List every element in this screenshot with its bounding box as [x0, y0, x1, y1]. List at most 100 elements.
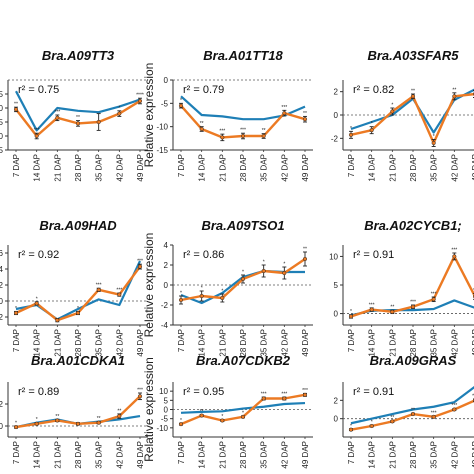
y-tick-label: 0 [334, 310, 339, 319]
significance-label: * [371, 121, 373, 127]
y-tick-label: 25 [0, 146, 4, 155]
x-tick-label: 49 DAP [471, 441, 474, 469]
data-point [137, 394, 143, 399]
significance-label: *** [34, 128, 40, 134]
x-tick-label: 21 DAP [218, 329, 227, 357]
x-tick-label: 42 DAP [450, 441, 459, 469]
panel-title: Bra.A09GRAS [370, 353, 457, 368]
significance-label: ** [452, 87, 456, 93]
r-squared-label: r² = 0.75 [18, 84, 59, 96]
y-tick-label: 0 [0, 297, 4, 306]
y-tick-label: 10 [329, 252, 338, 261]
panel-title: Bra.A03SFAR5 [367, 48, 459, 63]
data-point [261, 133, 266, 139]
x-tick-label: 21 DAP [388, 329, 397, 357]
y-tick-label: -4 [161, 321, 169, 330]
data-point [369, 423, 374, 429]
y-tick-label: -15 [156, 146, 168, 155]
x-tick-label: 7 DAP [347, 329, 356, 352]
y-tick-label: 6 [0, 249, 4, 258]
data-point [178, 103, 184, 108]
y-tick-label: 2 [334, 88, 339, 97]
significance-label: * [433, 134, 435, 140]
significance-label: ** [14, 102, 18, 108]
data-point [137, 98, 143, 104]
x-tick-label: 21 DAP [388, 154, 397, 182]
series-line-2 [350, 92, 474, 145]
r-squared-label: r² = 0.89 [18, 386, 59, 398]
data-point [452, 94, 457, 99]
data-point [452, 254, 457, 259]
x-tick-label: 49 DAP [301, 154, 310, 182]
significance-label: *** [451, 403, 457, 409]
significance-label: *** [54, 110, 60, 116]
y-tick-label: -2 [161, 301, 169, 310]
y-tick-label: 10 [159, 387, 168, 396]
x-tick-label: 14 DAP [33, 154, 42, 182]
y-tick-label: -10 [156, 123, 168, 132]
data-point [282, 270, 287, 276]
significance-label: * [283, 262, 285, 268]
x-tick-label: 21 DAP [53, 441, 62, 469]
y-tick-label: 0 [0, 422, 4, 431]
y-tick-label: 0 [334, 415, 339, 424]
x-tick-label: 49 DAP [136, 329, 145, 357]
x-tick-label: 49 DAP [471, 154, 474, 182]
data-point [348, 132, 354, 137]
panel-title: Bra.A09TT3 [42, 48, 115, 63]
significance-label: * [221, 289, 223, 295]
significance-label: * [391, 103, 393, 109]
x-tick-label: 7 DAP [347, 154, 356, 177]
x-tick-label: 28 DAP [74, 154, 83, 182]
panel-title: Bra.A09TSO1 [201, 218, 284, 233]
x-tick-label: 14 DAP [198, 154, 207, 182]
data-point [178, 422, 184, 427]
x-tick-label: 28 DAP [239, 329, 248, 357]
x-tick-label: 42 DAP [115, 154, 124, 182]
data-point [240, 276, 246, 282]
y-tick-label: 5 [0, 90, 4, 99]
significance-label: *** [281, 392, 287, 398]
significance-label: ** [303, 111, 307, 117]
x-tick-label: 28 DAP [409, 441, 418, 469]
data-point [75, 310, 81, 316]
x-tick-label: 35 DAP [430, 154, 439, 182]
x-tick-label: 14 DAP [368, 329, 377, 357]
y-tick-label: 2 [164, 261, 169, 270]
x-tick-label: 7 DAP [12, 329, 21, 352]
r-squared-label: r² = 0.82 [353, 84, 394, 96]
r-squared-label: r² = 0.86 [183, 249, 224, 261]
x-tick-label: 42 DAP [280, 154, 289, 182]
data-point [55, 418, 60, 423]
data-point [348, 314, 354, 319]
panel-title: Bra.A02CYCB1; [364, 218, 462, 233]
x-tick-label: 49 DAP [136, 441, 145, 469]
data-point [431, 140, 436, 146]
significance-label: ** [200, 409, 204, 415]
data-point [410, 94, 416, 99]
chart-panel: Bra.A01CDKA1 2 0 7 DAP 14 DAP 21 DAP 28 DAP 35 … [0, 353, 148, 469]
y-tick-label: -10 [156, 424, 168, 433]
y-tick-label: 0 [164, 281, 169, 290]
significance-label: *** [137, 388, 143, 394]
data-point [410, 412, 416, 417]
y-tick-label: -2 [331, 134, 339, 143]
x-tick-label: 42 DAP [115, 329, 124, 357]
significance-label: *** [281, 105, 287, 111]
significance-label: *** [240, 128, 246, 134]
y-tick-label: 2 [0, 400, 4, 409]
y-tick-label: -5 [161, 99, 169, 108]
y-tick-label: -2 [0, 313, 4, 322]
y-tick-label: 4 [164, 241, 169, 250]
data-point [137, 264, 143, 269]
data-point [34, 301, 39, 306]
y-tick-label: 0 [164, 406, 169, 415]
significance-label: * [15, 306, 17, 312]
significance-label: *** [137, 259, 143, 265]
x-tick-label: 42 DAP [280, 441, 289, 469]
x-tick-label: 28 DAP [74, 441, 83, 469]
panel-title: Bra.A07CDKB2 [196, 353, 291, 368]
data-point [261, 396, 266, 401]
